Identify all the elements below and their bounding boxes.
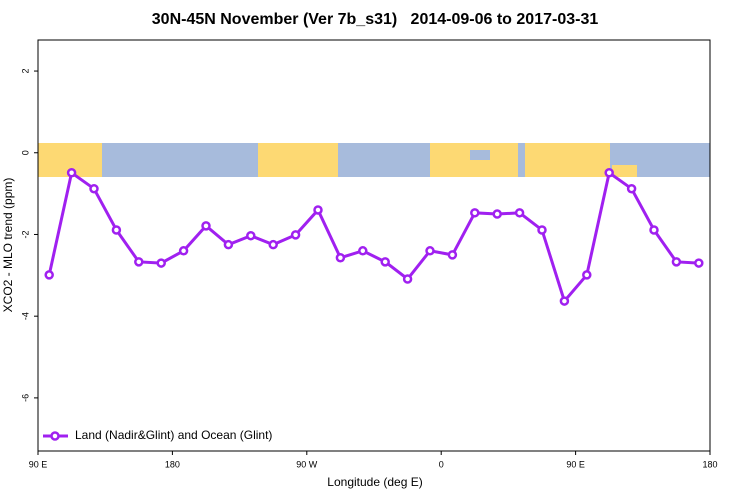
data-point (604, 168, 614, 178)
x-tick-label: 0 (439, 459, 444, 469)
data-point (89, 183, 99, 194)
data-point (111, 225, 122, 235)
data-point (582, 270, 592, 280)
data-point (268, 239, 278, 250)
data-point (492, 209, 502, 219)
data-point (470, 208, 480, 218)
series-line (47, 170, 699, 305)
data-point (537, 225, 547, 235)
y-tick-label: 2 (20, 69, 30, 74)
data-point (402, 274, 413, 284)
data-point (290, 230, 301, 240)
data-point (671, 257, 682, 267)
data-point (559, 296, 570, 306)
x-tick-label: 90 E (566, 459, 585, 469)
data-point (313, 205, 323, 215)
legend-marker (50, 431, 60, 441)
data-point (649, 225, 659, 235)
x-tick-label: 90 W (296, 459, 318, 469)
x-tick-label: 180 (165, 459, 180, 469)
data-point (358, 246, 368, 256)
data-point (223, 239, 234, 250)
x-tick-label: 180 (702, 459, 717, 469)
data-point (44, 270, 54, 280)
y-axis-label: XCO2 - MLO trend (ppm) (1, 178, 15, 313)
data-point (626, 183, 637, 194)
y-tick-label: -2 (20, 230, 30, 238)
data-point (380, 257, 390, 267)
y-tick-label: -4 (20, 312, 30, 320)
legend-label: Land (Nadir&Glint) and Ocean (Glint) (75, 428, 272, 442)
data-point (246, 230, 256, 241)
map-strip (38, 143, 710, 177)
data-point (156, 258, 166, 268)
data-point (425, 246, 435, 256)
y-tick-label: 0 (20, 150, 30, 155)
data-point (335, 253, 346, 263)
data-point (66, 168, 77, 178)
x-tick-label: 90 E (29, 459, 48, 469)
plot-frame (37, 39, 711, 452)
data-point (134, 257, 144, 267)
x-axis-label: Longitude (deg E) (327, 475, 422, 489)
y-tick-label: -6 (20, 394, 30, 402)
data-point (447, 250, 458, 260)
data-point (178, 246, 189, 256)
data-point (514, 208, 525, 218)
chart-title: 30N-45N November (Ver 7b_s31) 2014-09-06… (152, 11, 599, 28)
data-point (694, 258, 704, 268)
data-point (201, 221, 211, 231)
